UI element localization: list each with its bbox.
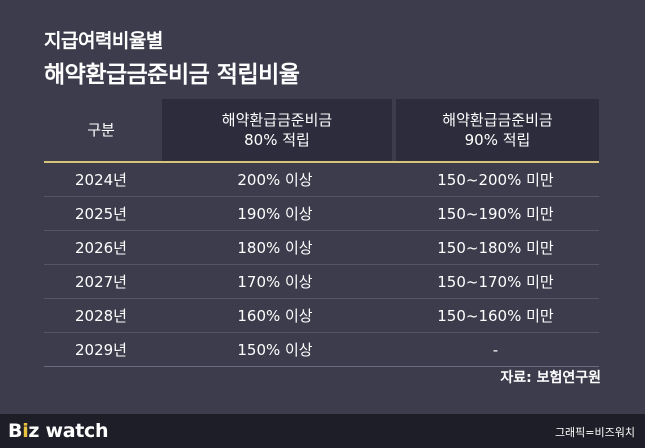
table-header-row: 구분 해약환급금준비금 80% 적립 해약환급금준비금 90% 적립: [44, 99, 599, 161]
table-row: 2025년 190% 이상 150~190% 미만: [44, 197, 599, 231]
row-80-value: 150% 이상: [237, 341, 313, 359]
row-90-value: 150~200% 미만: [437, 171, 554, 189]
header-90-line2: 90% 적립: [464, 131, 531, 149]
row-80-value: 190% 이상: [237, 205, 313, 223]
header-80-percent: 해약환급금준비금 80% 적립: [162, 99, 392, 161]
row-year: 2027년: [75, 273, 127, 291]
header-80-line1: 해약환급금준비금: [221, 111, 333, 129]
row-year: 2028년: [75, 307, 127, 325]
row-80-value: 160% 이상: [237, 307, 313, 325]
logo-z: z: [28, 420, 40, 442]
row-year: 2024년: [75, 171, 127, 189]
header-90-line1: 해약환급금준비금: [442, 111, 553, 129]
subtitle: 지급여력비율별: [44, 30, 163, 52]
row-year: 2026년: [75, 239, 127, 257]
source-note: 자료: 보험연구원: [500, 370, 601, 386]
row-80-value: 200% 이상: [237, 171, 313, 189]
table-row: 2029년 150% 이상 -: [44, 333, 599, 367]
row-80-value: 180% 이상: [237, 239, 313, 257]
logo-accent: i: [22, 420, 29, 442]
row-year: 2025년: [75, 205, 127, 223]
page-title: 해약환급금준비금 적립비율: [44, 62, 300, 88]
row-90-value: 150~170% 미만: [437, 273, 554, 291]
table-row: 2026년 180% 이상 150~180% 미만: [44, 231, 599, 265]
row-80-value: 170% 이상: [237, 273, 313, 291]
graphic-credit: 그래픽=비즈워치: [554, 426, 635, 439]
logo-b: B: [8, 420, 23, 442]
header-90-percent: 해약환급금준비금 90% 적립: [396, 99, 599, 161]
logo-watch: watch: [39, 420, 109, 442]
row-90-value: 150~190% 미만: [437, 205, 554, 223]
table-row: 2024년 200% 이상 150~200% 미만: [44, 163, 599, 197]
footer-bar: Biz watch 그래픽=비즈워치: [0, 414, 645, 448]
header-category: 구분: [87, 121, 115, 139]
header-80-line2: 80% 적립: [244, 131, 310, 149]
row-90-value: 150~180% 미만: [437, 239, 554, 257]
table-row: 2027년 170% 이상 150~170% 미만: [44, 265, 599, 299]
table-row: 2028년 160% 이상 150~160% 미만: [44, 299, 599, 333]
ratio-table: 구분 해약환급금준비금 80% 적립 해약환급금준비금 90% 적립 2024년…: [44, 99, 599, 367]
bizwatch-logo[interactable]: Biz watch: [8, 420, 109, 442]
header-divider: [44, 161, 599, 163]
row-90-value: -: [492, 340, 499, 359]
row-year: 2029년: [75, 341, 127, 359]
row-90-value: 150~160% 미만: [437, 307, 554, 325]
